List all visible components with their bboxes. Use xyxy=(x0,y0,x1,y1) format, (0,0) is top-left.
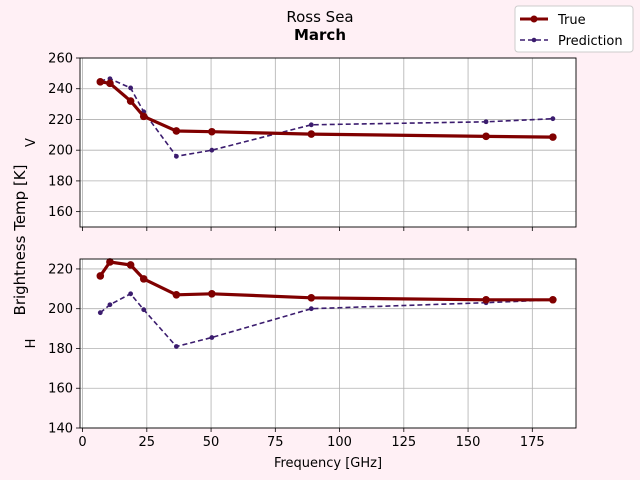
legend-prediction-label: Prediction xyxy=(558,34,623,49)
data-point-true xyxy=(549,133,557,141)
data-point-prediction xyxy=(173,344,179,349)
data-point-prediction xyxy=(107,302,113,308)
y-tick-label: 160 xyxy=(48,205,73,220)
x-tick-label: 0 xyxy=(78,435,86,450)
data-point-prediction xyxy=(141,307,147,313)
data-point-prediction xyxy=(97,310,103,316)
data-point-true xyxy=(126,97,135,105)
data-point-true xyxy=(482,132,490,141)
data-point-true xyxy=(139,275,148,283)
x-tick-label: 50 xyxy=(203,435,220,450)
data-point-true xyxy=(208,127,216,136)
data-point-true xyxy=(139,112,148,121)
data-point-prediction xyxy=(128,85,134,91)
x-tick-label: 100 xyxy=(327,435,352,450)
y-tick-label: 200 xyxy=(48,144,73,159)
data-point-true xyxy=(482,295,490,304)
x-axis-label: Frequency [GHz] xyxy=(274,456,382,471)
data-point-prediction xyxy=(308,122,314,128)
data-point-true xyxy=(172,127,181,135)
x-tick-label: 150 xyxy=(456,435,481,450)
plot-frame xyxy=(79,57,577,228)
data-point-true xyxy=(307,130,316,138)
legend-prediction-marker xyxy=(531,37,537,43)
y-axis-label: Brightness Temp [K] xyxy=(11,165,29,316)
panel-label: V xyxy=(24,138,39,147)
y-tick-label: 200 xyxy=(48,302,73,317)
x-tick-label: 25 xyxy=(139,435,156,450)
panel-v: 160 180 200 220 240 260 V xyxy=(24,52,577,231)
data-point-prediction xyxy=(128,291,134,297)
legend: True Prediction xyxy=(514,5,634,53)
x-tick-label: 75 xyxy=(267,435,284,450)
y-tick-label: 180 xyxy=(48,174,73,189)
y-tick-label: 140 xyxy=(48,422,73,437)
data-point-true xyxy=(126,261,135,269)
data-point-true xyxy=(307,293,316,302)
data-point-true xyxy=(106,79,114,88)
y-tick-label: 240 xyxy=(48,82,73,97)
panel-label: H xyxy=(24,339,39,349)
data-point-prediction xyxy=(173,153,179,159)
y-tick-label: 180 xyxy=(48,342,73,357)
data-point-prediction xyxy=(209,335,215,340)
legend-true-label: True xyxy=(557,13,586,28)
data-point-prediction xyxy=(483,119,489,125)
data-point-true xyxy=(172,290,181,299)
panel-h: 0 25 50 75 100 125 150 175 140 160 180 200 220 H xyxy=(24,258,577,450)
chart-subtitle: March xyxy=(294,26,346,44)
legend-true-marker xyxy=(530,15,538,23)
data-point-prediction xyxy=(308,306,314,312)
y-tick-label: 220 xyxy=(48,262,73,277)
data-point-true xyxy=(106,258,114,266)
data-point-true xyxy=(96,78,105,86)
x-tick-label: 175 xyxy=(520,435,545,450)
data-point-true xyxy=(549,295,557,304)
y-tick-label: 160 xyxy=(48,382,73,397)
y-tick-label: 220 xyxy=(48,113,73,128)
plot-area xyxy=(80,58,576,227)
x-tick-label: 125 xyxy=(391,435,416,450)
y-tick-label: 260 xyxy=(48,52,73,67)
chart-title: Ross Sea xyxy=(286,8,353,26)
data-point-true xyxy=(208,289,216,298)
data-point-prediction xyxy=(550,116,556,122)
data-point-true xyxy=(96,272,105,280)
data-point-prediction xyxy=(209,147,215,153)
plot-frame xyxy=(79,258,577,429)
